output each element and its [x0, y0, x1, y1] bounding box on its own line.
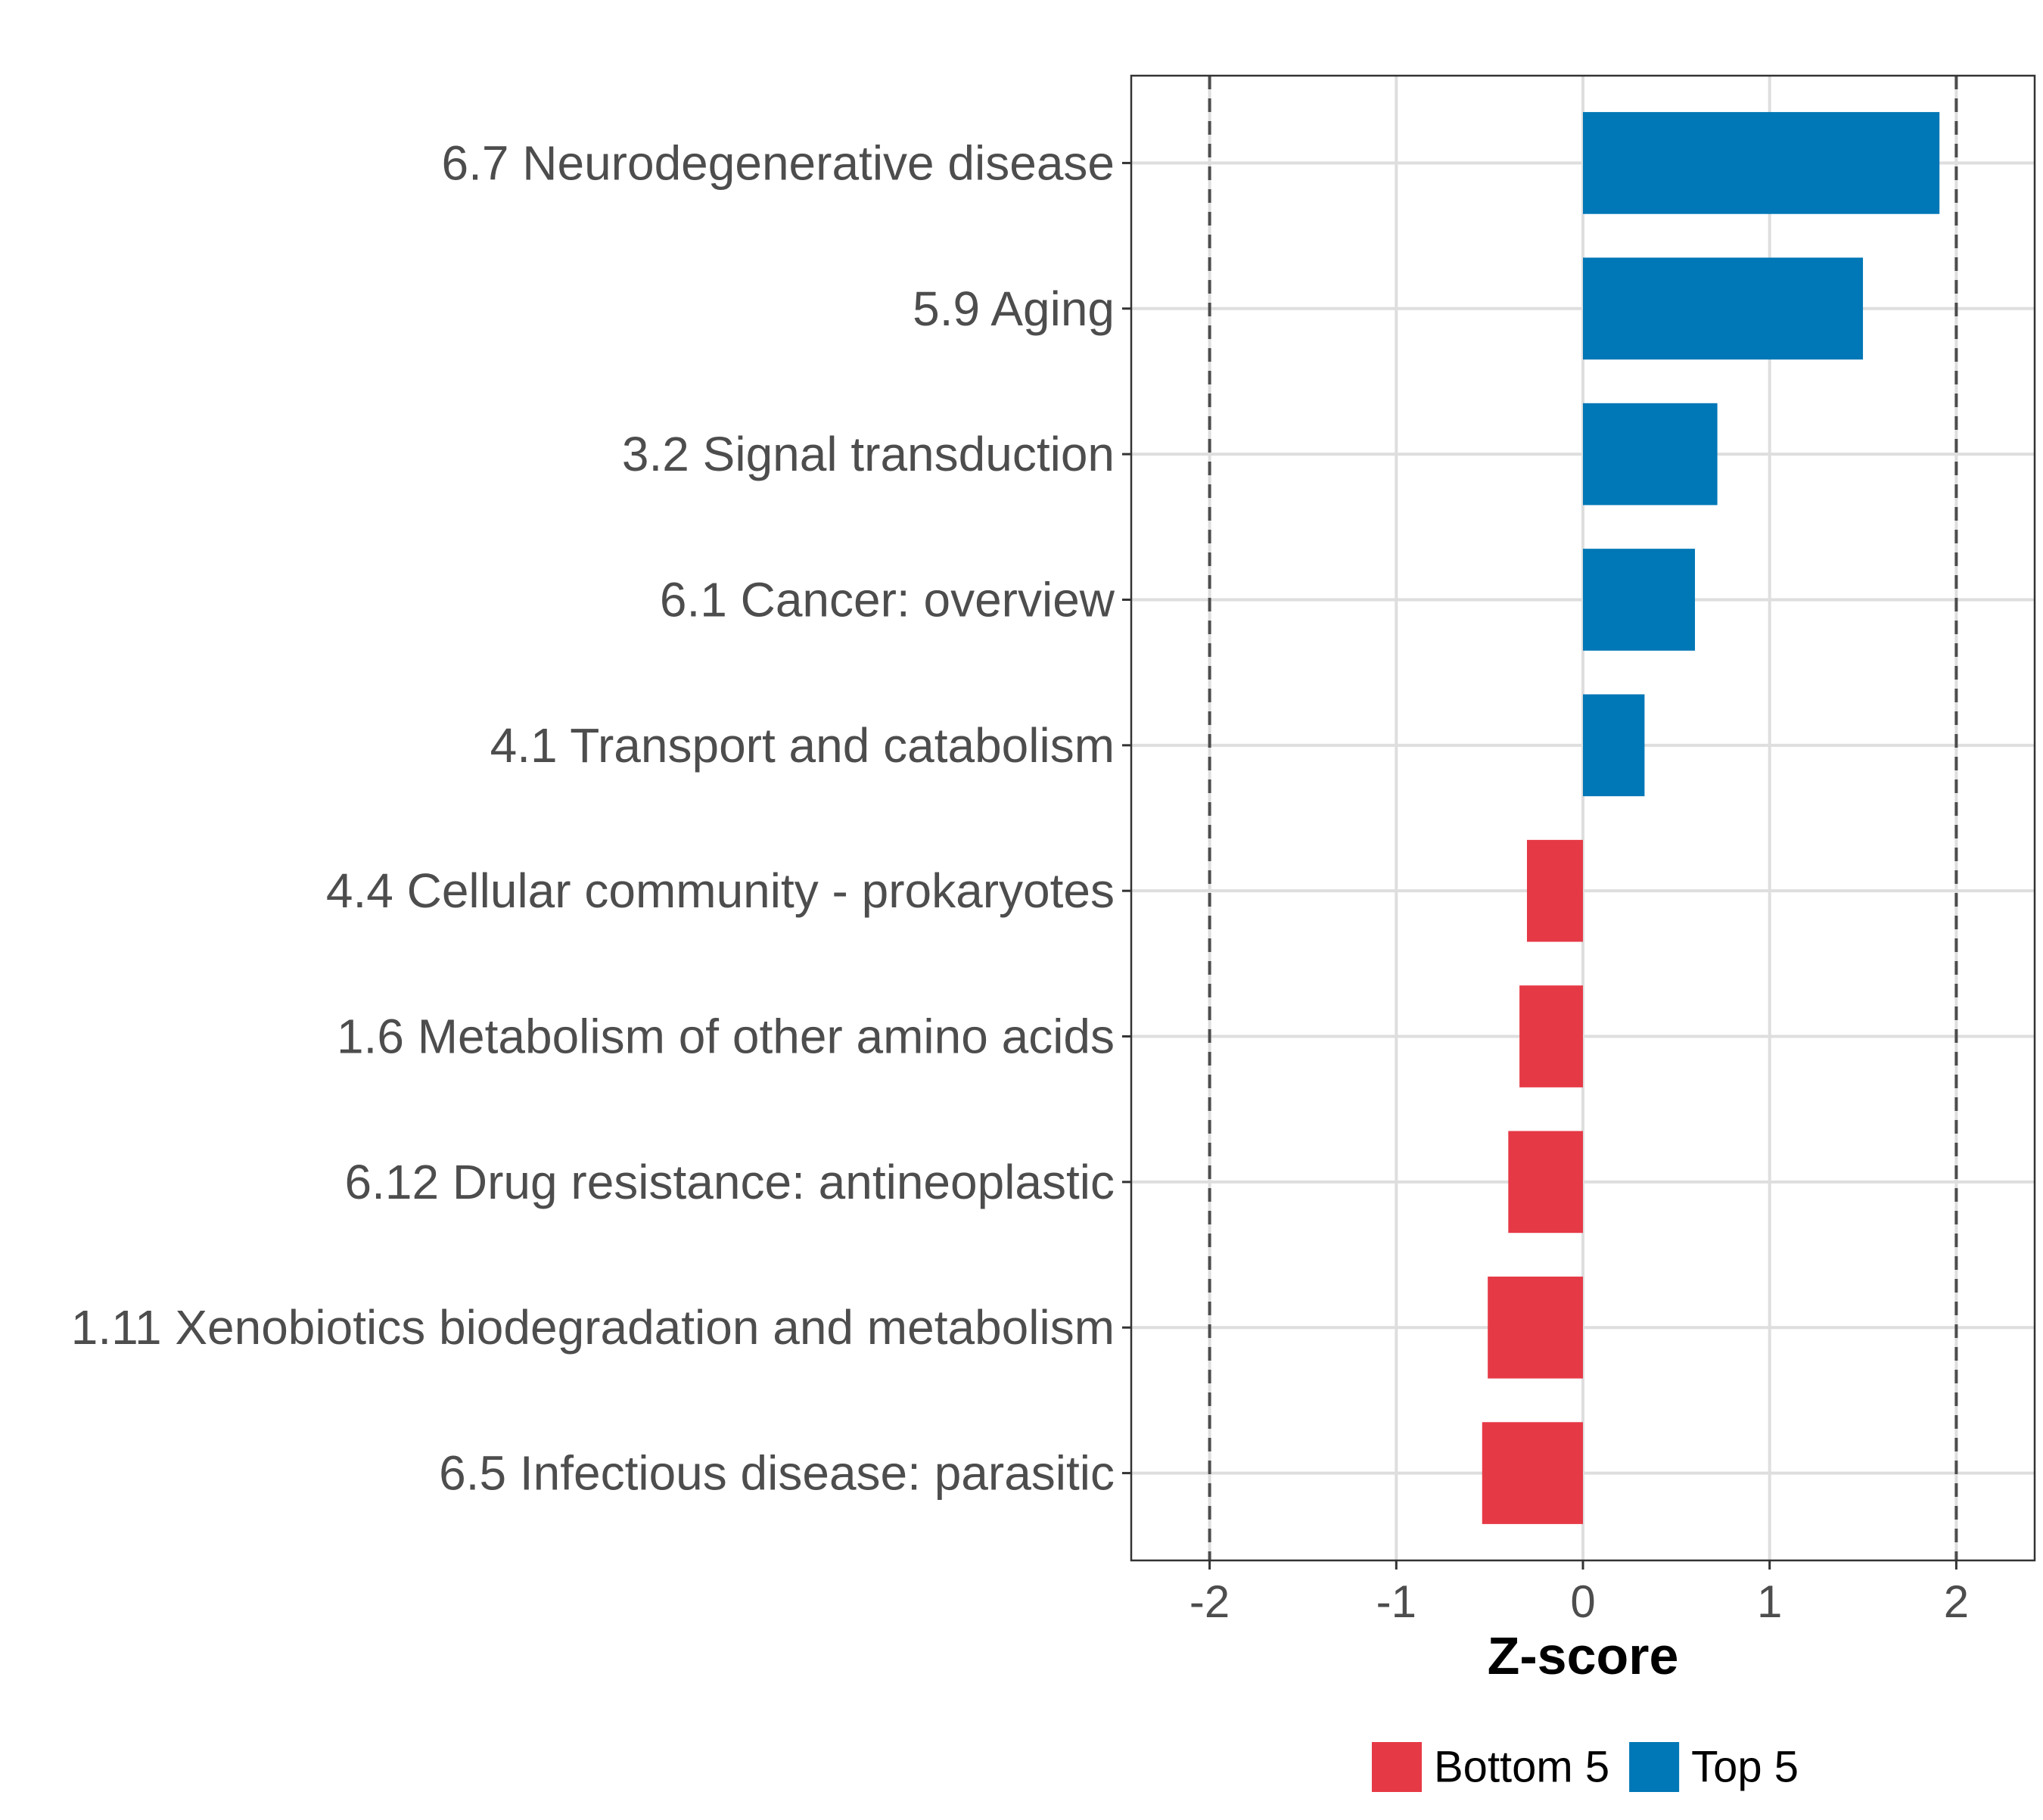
legend: Bottom 5 Top 5 [1372, 1742, 1799, 1792]
bars [1482, 112, 1940, 1524]
x-tick-label: -2 [1189, 1576, 1230, 1627]
legend-key-bottom-5 [1372, 1742, 1422, 1792]
reference-lines [1208, 76, 1958, 1560]
legend-label: Top 5 [1691, 1743, 1799, 1792]
bar-bottom-8 [1508, 1131, 1583, 1234]
bar-bottom-6 [1526, 839, 1583, 942]
x-tick-label: 2 [1944, 1576, 1969, 1627]
bar-top-3 [1583, 403, 1718, 506]
bar-top-4 [1583, 549, 1696, 651]
y-axis: 6.7 Neurodegenerative disease 5.9 Aging 3.… [71, 135, 1131, 1501]
legend-key-top-5 [1629, 1742, 1680, 1792]
x-axis: -2 -1 0 1 2 [1189, 1560, 1969, 1627]
y-tick-label: 6.1 Cancer: overview [660, 572, 1115, 627]
legend-label: Bottom 5 [1434, 1743, 1609, 1792]
y-tick-label: 6.5 Infectious disease: parasitic [439, 1446, 1115, 1501]
bar-bottom-7 [1519, 985, 1583, 1087]
y-tick-label: 5.9 Aging [913, 282, 1115, 336]
x-tick-label: 0 [1570, 1576, 1595, 1627]
bar-bottom-9 [1488, 1276, 1583, 1379]
y-tick-label: 4.1 Transport and catabolism [490, 718, 1115, 773]
x-tick-label: 1 [1757, 1576, 1782, 1627]
y-tick-label: 6.12 Drug resistance: antineoplastic [345, 1155, 1115, 1209]
y-tick-label: 1.11 Xenobiotics biodegradation and meta… [71, 1300, 1115, 1355]
x-tick-label: -1 [1376, 1576, 1416, 1627]
bar-top-2 [1583, 257, 1864, 360]
y-tick-label: 4.4 Cellular community - prokaryotes [326, 863, 1115, 918]
y-tick-label: 1.6 Metabolism of other amino acids [337, 1010, 1115, 1064]
y-tick-label: 6.7 Neurodegenerative disease [442, 135, 1115, 190]
bar-bottom-10 [1482, 1422, 1583, 1524]
bar-top-1 [1583, 112, 1940, 214]
y-tick-label: 3.2 Signal transduction [622, 427, 1115, 481]
bar-top-5 [1583, 694, 1645, 797]
x-axis-title: Z-score [1488, 1626, 1679, 1685]
